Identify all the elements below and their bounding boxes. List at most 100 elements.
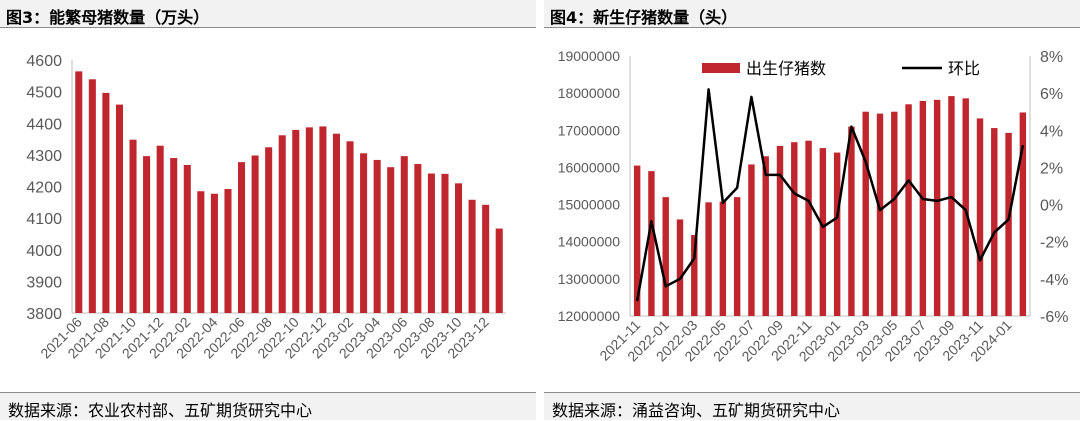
bar: [891, 111, 898, 316]
y2-tick-label: -4%: [1040, 272, 1068, 289]
bar: [319, 126, 327, 313]
y2-tick-label: 0%: [1040, 198, 1063, 215]
bar: [833, 152, 841, 316]
sow-inventory-panel: 图3：能繁母猪数量（万头） 3800 3900 4000 4100 4200 4300 44…: [0, 0, 536, 420]
chart-title-bar: 图4：新生仔猪数量（头）: [544, 0, 1080, 28]
bar: [633, 165, 641, 316]
y-tick-label: 3800: [26, 306, 62, 323]
bar: [400, 156, 408, 313]
bar: [115, 104, 123, 313]
bar: [962, 98, 969, 316]
bar: [748, 164, 755, 316]
bar: [441, 173, 449, 313]
chart-area: 3800 3900 4000 4100 4200 4300 4400 4500 4600 2021…: [0, 28, 536, 392]
y2-tick-label: -6%: [1040, 309, 1068, 326]
bar: [933, 99, 941, 316]
bar: [848, 126, 855, 316]
bar: [387, 167, 395, 313]
bar: [427, 173, 435, 313]
bar: [292, 129, 300, 313]
bar: [705, 202, 712, 316]
y-tick-label: 14000000: [558, 234, 621, 250]
bar: [305, 127, 313, 313]
bar: [862, 111, 869, 316]
legend-label-line: 环比: [948, 60, 980, 78]
bar: [791, 142, 798, 316]
bar: [991, 128, 998, 316]
legend-swatch-bar: [702, 63, 740, 73]
bar: [156, 145, 164, 313]
bar: [691, 235, 698, 316]
y-tick-label: 13000000: [558, 271, 621, 287]
bar: [733, 197, 741, 316]
y-tick-label: 4500: [26, 85, 62, 102]
bar: [495, 228, 503, 313]
bar: [251, 155, 259, 313]
bar: [662, 197, 669, 316]
legend-label-bar: 出生仔猪数: [746, 60, 826, 78]
bar: [332, 133, 340, 313]
bar: [197, 191, 205, 313]
bar: [238, 162, 246, 313]
newborn-piglets-panel: 图4：新生仔猪数量（头） 12000000 13000000 14000000 150…: [544, 0, 1080, 420]
bar: [129, 139, 137, 313]
bar: [905, 104, 912, 317]
y2-tick-label: 2%: [1040, 160, 1063, 177]
bar: [102, 92, 110, 313]
y2-tick-label: 8%: [1040, 49, 1063, 66]
y-tick-label: 4400: [26, 116, 62, 133]
y-tick-label: 4000: [26, 243, 62, 260]
y-tick-label: 3900: [26, 274, 62, 291]
chart-area: 12000000 13000000 14000000 15000000 16000000…: [544, 28, 1080, 392]
y-tick-label: 12000000: [558, 308, 621, 324]
chart-title: 图4：新生仔猪数量（头）: [550, 8, 738, 27]
line-series-mom: [635, 88, 1025, 302]
chart-title-bar: 图3：能繁母猪数量（万头）: [0, 0, 536, 28]
bar: [948, 96, 955, 316]
bar: [373, 159, 381, 313]
bar: [88, 79, 96, 313]
bar: [976, 118, 984, 317]
bar: [1019, 112, 1027, 316]
y-tick-label: 17000000: [558, 122, 621, 138]
bar: [414, 164, 422, 313]
bar: [278, 135, 286, 313]
bar: [265, 147, 273, 313]
bar: [75, 71, 83, 313]
y2-tick-label: -2%: [1040, 235, 1068, 252]
bar: [482, 204, 490, 313]
chart-title: 图3：能繁母猪数量（万头）: [6, 8, 210, 27]
bar: [210, 193, 218, 313]
bar: [819, 148, 827, 316]
y-tick-label: 16000000: [558, 159, 621, 175]
newborn-piglets-chart: 12000000 13000000 14000000 15000000 16000000…: [558, 48, 1069, 364]
y-tick-label: 4600: [26, 53, 62, 70]
y-tick-label: 4100: [26, 211, 62, 228]
source-note: 数据来源：农业农村部、五矿期货研究中心: [8, 401, 313, 420]
bar: [346, 141, 354, 313]
y-tick-label: 4300: [26, 148, 62, 165]
bar: [805, 140, 812, 316]
bar: [648, 171, 655, 316]
y-tick-label: 19000000: [558, 48, 621, 64]
y-tick-label: 15000000: [558, 197, 621, 213]
bar: [919, 100, 927, 316]
bar: [455, 183, 463, 313]
y2-tick-label: 4%: [1040, 123, 1063, 140]
y2-tick-label: 6%: [1040, 86, 1063, 103]
source-note: 数据来源：涌益咨询、五矿期货研究中心: [552, 401, 841, 420]
bar: [143, 156, 151, 313]
bar: [224, 189, 232, 313]
bar: [468, 199, 476, 313]
bar: [170, 158, 178, 313]
sow-inventory-chart: 3800390040004100420043004400450046002021…: [26, 53, 506, 361]
bar: [676, 219, 684, 316]
bar: [360, 153, 368, 313]
bar: [1005, 132, 1012, 316]
bar: [776, 145, 784, 316]
source-bar: 数据来源：涌益咨询、五矿期货研究中心: [544, 392, 1080, 420]
bar: [719, 201, 727, 316]
y-tick-label: 4200: [26, 180, 62, 197]
source-bar: 数据来源：农业农村部、五矿期货研究中心: [0, 392, 536, 420]
bar: [183, 164, 191, 313]
